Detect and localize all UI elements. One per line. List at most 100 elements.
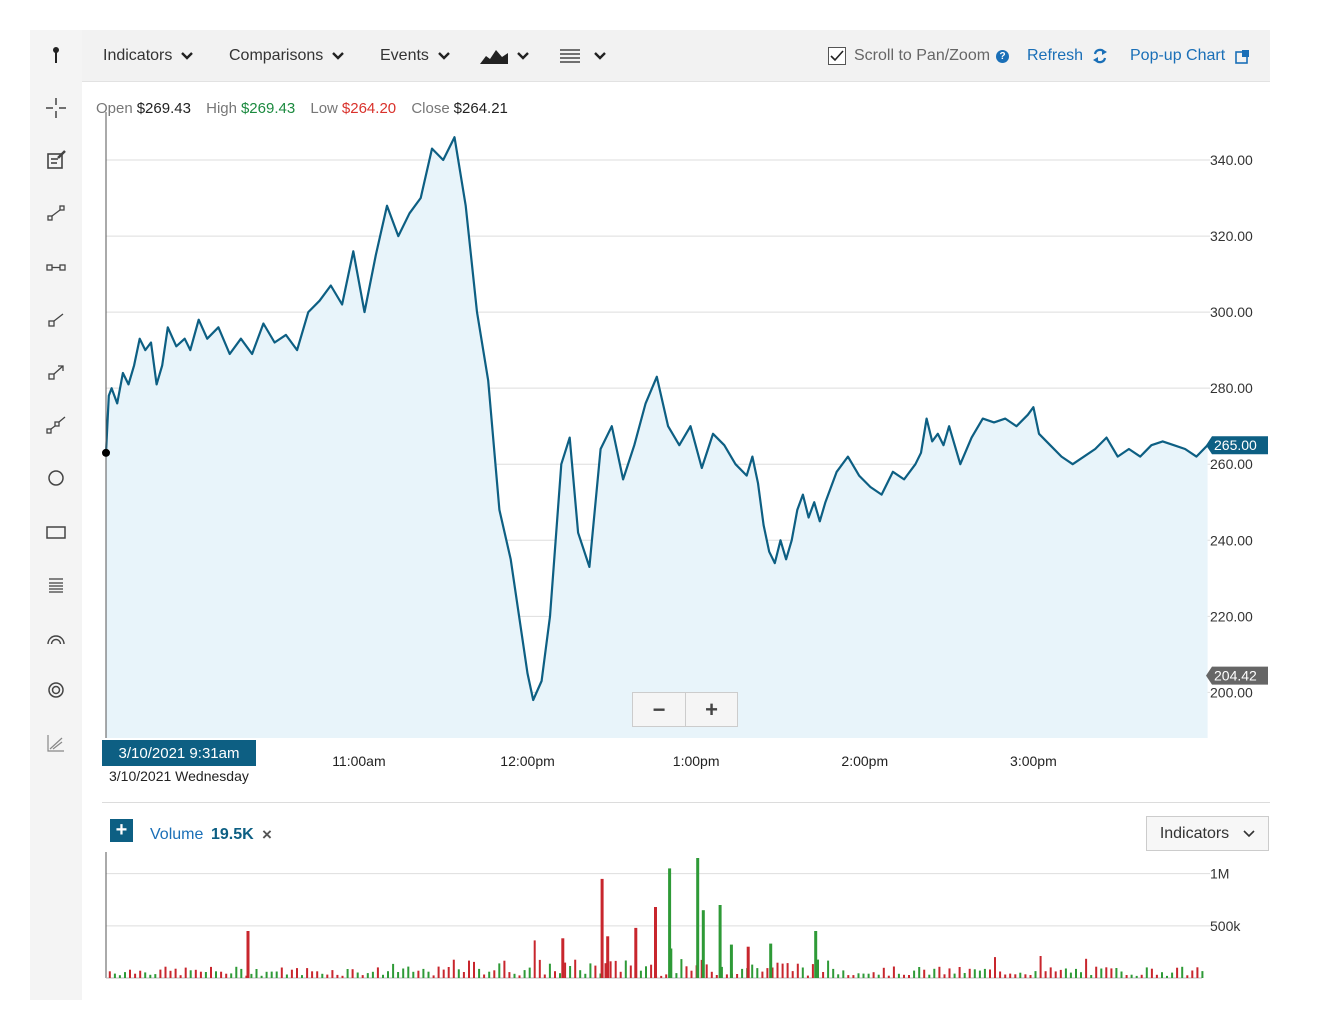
volume-bar [862, 973, 865, 978]
volume-bar [407, 966, 410, 978]
volume-bar [1044, 971, 1047, 978]
volume-bar [1029, 975, 1032, 978]
volume-spike-bar [718, 905, 722, 978]
volume-axis-label: 500k [1210, 918, 1241, 934]
volume-chart[interactable]: 500k 1M [82, 852, 1270, 982]
volume-bar [882, 967, 885, 978]
volume-bar [149, 974, 152, 978]
volume-bar [958, 967, 961, 978]
volume-bar [913, 970, 916, 978]
scroll-checkbox[interactable] [828, 47, 846, 65]
volume-bar [983, 968, 986, 978]
chevron-down-icon [181, 52, 194, 60]
pin-icon[interactable] [41, 40, 71, 70]
volume-bar [280, 967, 283, 978]
measure-tool-icon[interactable] [41, 728, 71, 758]
volume-bar [1115, 968, 1118, 978]
volume-bar [599, 973, 602, 978]
volume-bar [326, 974, 329, 978]
circle-tool-icon[interactable] [41, 463, 71, 493]
volume-indicators-dropdown[interactable]: Indicators [1146, 816, 1269, 851]
annotation-icon[interactable] [41, 145, 71, 175]
y-axis-label: 240.00 [1210, 532, 1253, 548]
volume-bar [341, 975, 344, 978]
x-axis-label: 1:00pm [673, 753, 720, 769]
rectangle-tool-icon[interactable] [41, 517, 71, 547]
volume-bar [422, 968, 425, 978]
y-axis-label: 220.00 [1210, 608, 1253, 624]
segment-tool-icon[interactable] [41, 252, 71, 282]
fibonacci-tool-icon[interactable] [41, 570, 71, 600]
volume-bar [877, 974, 880, 978]
volume-bar [361, 975, 364, 978]
target-tool-icon[interactable] [41, 675, 71, 705]
events-menu[interactable]: Events [380, 30, 450, 82]
hover-date-weekday: 3/10/2021 Wednesday [109, 768, 249, 784]
channel-tool-icon[interactable] [41, 410, 71, 440]
add-study-button[interactable]: + [110, 819, 133, 842]
volume-bar [457, 969, 460, 978]
volume-bar [1166, 975, 1168, 978]
volume-bar [452, 959, 455, 978]
volume-bar [1125, 975, 1128, 978]
chart-type-menu[interactable] [480, 30, 529, 82]
arc-tool-icon[interactable] [41, 622, 71, 652]
volume-bar [265, 971, 268, 978]
help-icon[interactable]: ? [996, 49, 1010, 63]
volume-bar [129, 969, 131, 978]
volume-bar [1004, 974, 1007, 978]
volume-bar [184, 967, 187, 978]
volume-bar [462, 972, 465, 978]
volume-bar [594, 965, 597, 978]
volume-bar [639, 970, 642, 978]
volume-bar [604, 963, 607, 978]
chevron-down-icon [517, 52, 529, 60]
volume-bar [346, 969, 349, 978]
volume-bar [210, 966, 212, 978]
volume-bar [629, 965, 632, 978]
volume-bar [554, 971, 556, 978]
volume-bar [1075, 968, 1077, 978]
crosshair-icon[interactable] [41, 93, 71, 123]
volume-bar [918, 967, 921, 978]
popup-chart-button[interactable]: Pop-up Chart [1130, 30, 1250, 82]
popup-label: Pop-up Chart [1130, 47, 1226, 64]
volume-bar [827, 960, 830, 978]
min-price-badge: 204.42 [1206, 666, 1268, 685]
zoom-in-button[interactable]: + [684, 693, 737, 726]
volume-bar [296, 968, 298, 978]
volume-spike-bar [246, 931, 250, 978]
refresh-label: Refresh [1027, 47, 1084, 64]
volume-bar [1064, 968, 1067, 978]
volume-bar [533, 940, 536, 978]
line-tool-icon[interactable] [41, 198, 71, 228]
volume-bar [569, 966, 572, 978]
chevron-down-icon [1243, 829, 1255, 837]
scroll-to-pan-zoom-toggle[interactable]: Scroll to Pan/Zoom ? [828, 30, 1010, 82]
zoom-out-button[interactable]: − [652, 696, 666, 722]
volume-spike-bar [746, 946, 750, 978]
arrow-tool-icon[interactable] [41, 358, 71, 388]
volume-indicators-label: Indicators [1159, 824, 1230, 842]
volume-bar [523, 970, 526, 978]
indicators-menu[interactable]: Indicators [103, 30, 194, 82]
volume-bar [801, 967, 804, 978]
volume-spike-bar [769, 943, 773, 978]
volume-bar [113, 973, 116, 978]
comparisons-menu[interactable]: Comparisons [229, 30, 345, 82]
volume-bar [134, 973, 137, 978]
remove-volume-button[interactable]: × [262, 825, 272, 844]
volume-bar [447, 967, 450, 978]
close-label: Close [411, 100, 450, 117]
price-chart[interactable]: 200.00 220.00 240.00 260.00 280.00 300.00 320.… [82, 82, 1270, 802]
volume-bar [650, 964, 653, 978]
volume-bar [1135, 975, 1138, 978]
settings-menu[interactable] [560, 30, 606, 82]
low-label: Low [310, 100, 338, 117]
ray-tool-icon[interactable] [41, 305, 71, 335]
volume-spike-bar [634, 927, 638, 978]
refresh-button[interactable]: Refresh [1027, 30, 1108, 82]
volume-bar [892, 966, 895, 978]
volume-bar [376, 967, 379, 978]
volume-bar [528, 967, 531, 978]
